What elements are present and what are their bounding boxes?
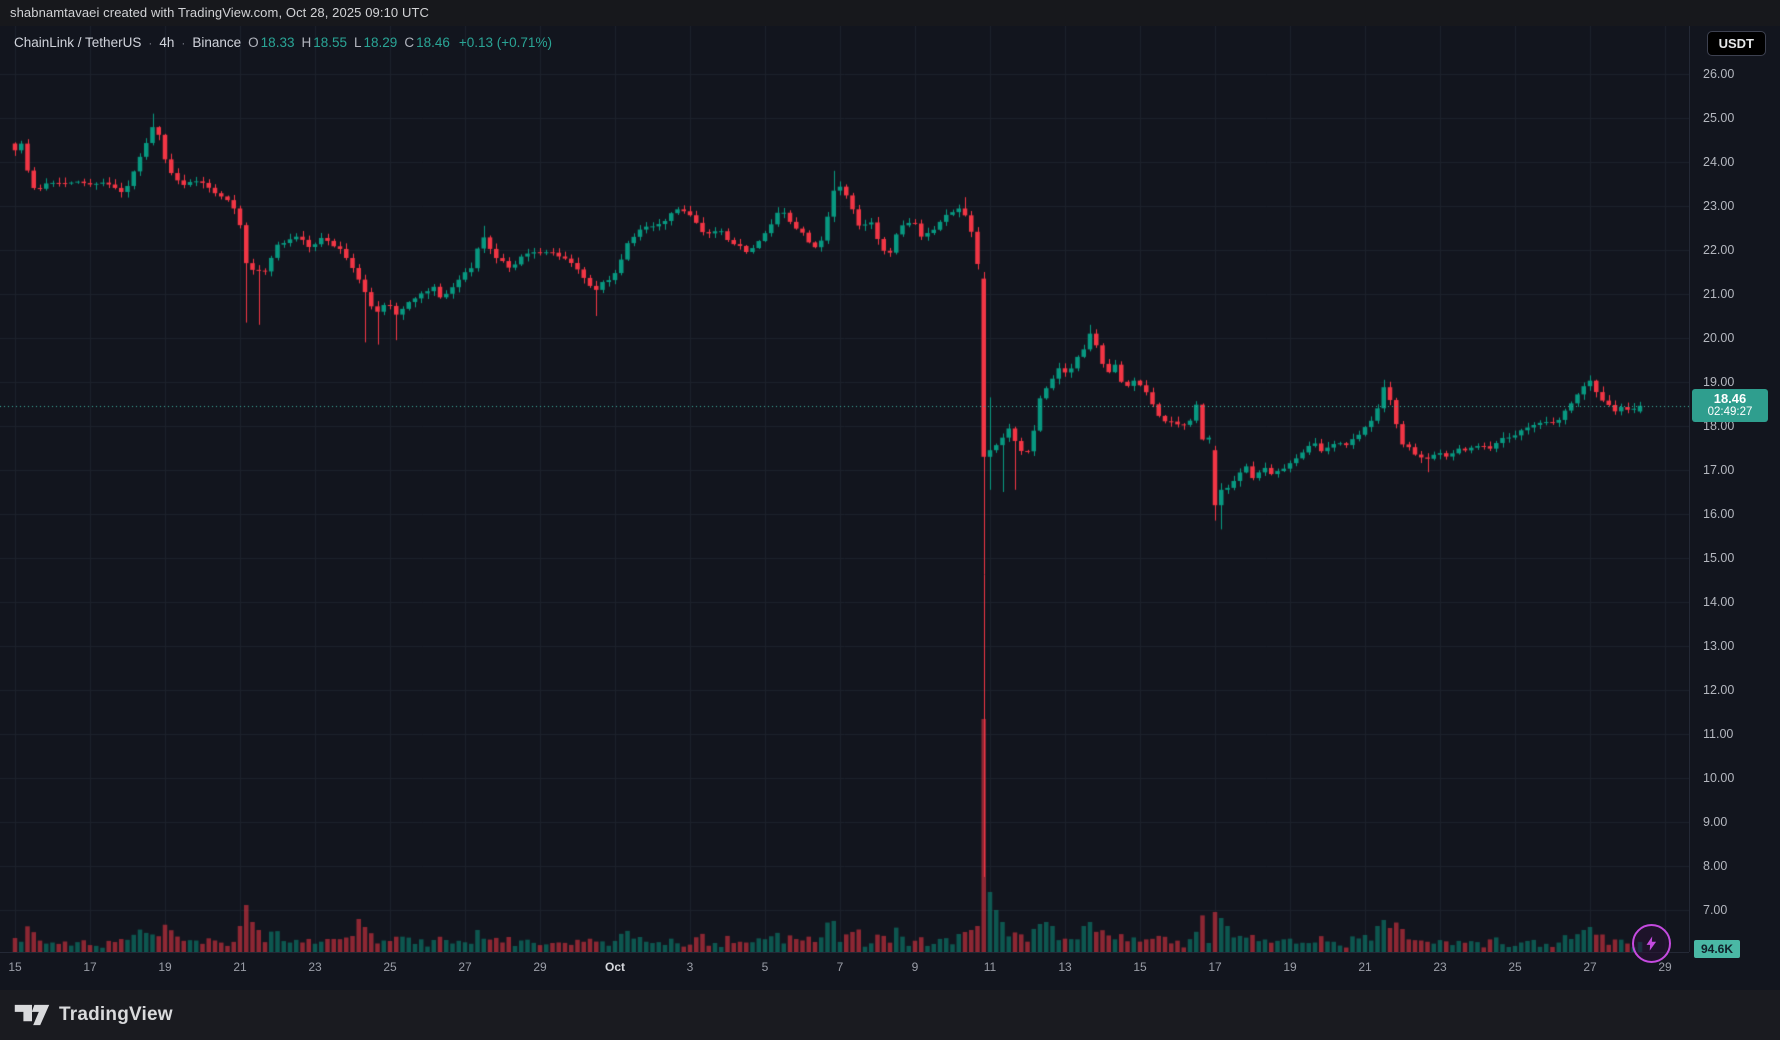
interval-value[interactable]: 4h	[159, 35, 175, 50]
change-value: +0.13 (+0.71%)	[458, 35, 552, 50]
time-axis[interactable]: 15 17 19 21 23 25 27 29 Oct 3 5 7 9 11 13 15 17 19 21 23 25 2…	[0, 952, 1689, 991]
price-tick: 18.00	[1703, 419, 1735, 433]
price-tick: 7.00	[1703, 903, 1728, 917]
time-tick: 29	[533, 960, 547, 974]
price-tick: 25.00	[1703, 111, 1735, 125]
price-tick: 16.00	[1703, 507, 1735, 521]
price-tick: 19.00	[1703, 375, 1735, 389]
low-label: L	[354, 35, 362, 50]
time-tick: 17	[83, 960, 97, 974]
time-tick: 15	[1133, 960, 1147, 974]
close-label: C	[404, 35, 415, 50]
time-tick: 23	[308, 960, 322, 974]
tradingview-logo-icon[interactable]	[14, 1002, 50, 1028]
price-tick: 13.00	[1703, 639, 1735, 653]
price-tick: 26.00	[1703, 67, 1735, 81]
high-label: H	[301, 35, 312, 50]
time-tick: 25	[383, 960, 397, 974]
bar-countdown: 02:49:27	[1707, 405, 1753, 418]
time-tick: 25	[1508, 960, 1522, 974]
open-value: 18.33	[260, 35, 295, 50]
price-tick: 24.00	[1703, 155, 1735, 169]
time-tick: 13	[1058, 960, 1072, 974]
price-tick: 23.00	[1703, 199, 1735, 213]
time-tick: 17	[1208, 960, 1222, 974]
time-tick: 7	[836, 960, 844, 974]
symbol-legend: ChainLink / TetherUS · 4h · Binance O 18…	[14, 35, 552, 50]
time-tick: 19	[158, 960, 172, 974]
attribution-text: shabnamtavaei created with TradingView.c…	[10, 5, 429, 20]
exchange-name: Binance	[192, 35, 242, 50]
attribution-bar: shabnamtavaei created with TradingView.c…	[0, 0, 1780, 26]
time-tick: 15	[8, 960, 22, 974]
time-tick: 19	[1283, 960, 1297, 974]
separator-dot: ·	[148, 35, 153, 50]
candlestick-chart[interactable]	[0, 26, 1689, 952]
time-tick: Oct	[604, 960, 626, 974]
price-tick: 14.00	[1703, 595, 1735, 609]
footer-bar: TradingView	[0, 990, 1780, 1040]
price-axis[interactable]: 18.46 02:49:27 94.6K 26.00 25.00 24.00 23.0…	[1689, 26, 1780, 958]
volume-value-label: 94.6K	[1694, 940, 1741, 958]
tradingview-logo-text[interactable]: TradingView	[59, 1004, 173, 1025]
price-tick: 20.00	[1703, 331, 1735, 345]
price-tick: 22.00	[1703, 243, 1735, 257]
time-tick: 23	[1433, 960, 1447, 974]
open-label: O	[248, 35, 259, 50]
low-value: 18.29	[363, 35, 398, 50]
time-tick: 11	[983, 960, 997, 974]
time-tick: 21	[1358, 960, 1372, 974]
price-tick: 12.00	[1703, 683, 1735, 697]
time-tick: 5	[761, 960, 769, 974]
time-tick: 27	[458, 960, 472, 974]
currency-toggle-button[interactable]: USDT	[1706, 31, 1766, 56]
price-tick: 8.00	[1703, 859, 1728, 873]
flash-boost-button[interactable]	[1632, 924, 1671, 963]
separator-dot: ·	[181, 35, 186, 50]
time-tick: 21	[233, 960, 247, 974]
price-tick: 15.00	[1703, 551, 1735, 565]
time-tick: 3	[686, 960, 694, 974]
last-price-label: 18.46 02:49:27	[1692, 388, 1768, 422]
time-tick: 9	[911, 960, 919, 974]
chart-area: ChainLink / TetherUS · 4h · Binance O 18…	[0, 26, 1780, 990]
price-tick: 10.00	[1703, 771, 1735, 785]
close-value: 18.46	[416, 35, 450, 50]
price-tick: 17.00	[1703, 463, 1735, 477]
time-tick: 27	[1583, 960, 1597, 974]
lightning-icon	[1646, 936, 1657, 951]
high-value: 18.55	[313, 35, 348, 50]
price-tick: 9.00	[1703, 815, 1728, 829]
symbol-title[interactable]: ChainLink / TetherUS	[14, 35, 142, 50]
price-tick: 21.00	[1703, 287, 1735, 301]
time-tick: 29	[1658, 960, 1672, 974]
price-tick: 11.00	[1703, 727, 1734, 741]
last-price-value: 18.46	[1713, 390, 1747, 406]
